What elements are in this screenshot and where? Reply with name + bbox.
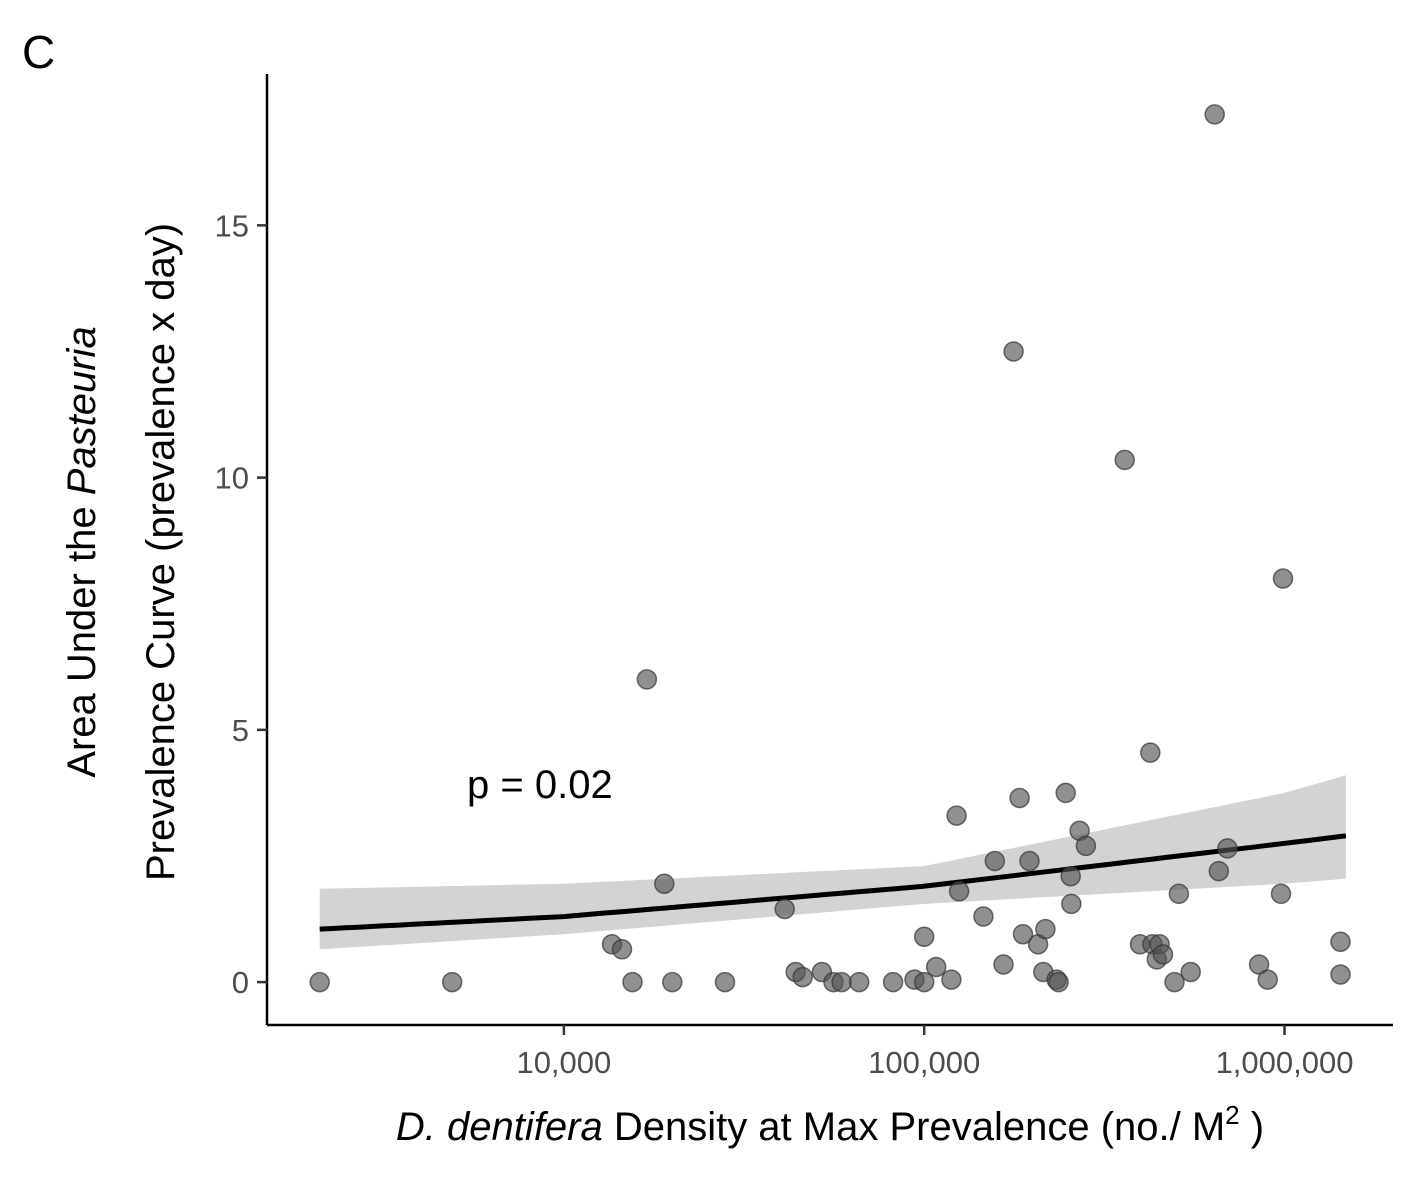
data-point: [925, 956, 947, 978]
y-tick-label: 10: [215, 461, 249, 496]
data-point: [913, 971, 935, 993]
data-point: [948, 881, 970, 902]
data-point: [946, 805, 967, 826]
y-axis-title-line2: Prevalence Curve (prevalence x day): [139, 223, 183, 881]
data-point: [636, 669, 658, 690]
data-point: [1270, 883, 1292, 905]
data-point: [1152, 944, 1174, 965]
confidence-ribbon-layer: [319, 775, 1346, 950]
y-axis-title-line1-main: Area Under the: [60, 495, 104, 777]
data-point: [662, 971, 683, 993]
data-point: [1035, 918, 1056, 940]
data-point: [1003, 341, 1024, 362]
data-point: [622, 971, 643, 993]
y-ticks: 0 5 10 15: [215, 208, 267, 1000]
y-axis-title-line1: Area Under the Pasteuria: [60, 326, 104, 777]
data-point: [984, 850, 1006, 872]
fit-line-layer: [319, 833, 1347, 932]
data-point: [1217, 838, 1238, 859]
x-axis-title-italic: D. dentifera: [396, 1105, 603, 1149]
data-point: [1208, 860, 1230, 882]
p-value-annotation: p = 0.02: [467, 763, 613, 807]
data-point: [1257, 969, 1278, 990]
x-ticks: 10,000 100,000 1,000,000: [516, 1025, 1353, 1080]
data-point: [1330, 964, 1351, 985]
y-axis-title-line1-italic: Pasteuria: [60, 326, 104, 495]
data-point: [941, 969, 962, 990]
y-tick-label: 15: [215, 208, 249, 243]
data-point: [1019, 850, 1040, 872]
panel-label: C: [22, 26, 55, 78]
x-axis-title-superscript: 2: [1225, 1100, 1239, 1130]
data-point: [882, 971, 904, 993]
data-point: [831, 971, 852, 993]
data-point: [848, 971, 870, 993]
points-layer: [309, 104, 1351, 993]
data-point: [1060, 865, 1081, 887]
fit-line: [319, 833, 1347, 932]
x-axis-title-main: Density at Max Prevalence (no./ M: [603, 1105, 1225, 1149]
data-point: [1140, 742, 1161, 763]
data-point: [441, 971, 463, 993]
data-point: [1075, 835, 1097, 857]
data-point: [1061, 893, 1082, 915]
data-point: [1180, 961, 1201, 983]
data-point: [1114, 449, 1135, 471]
x-tick-label: 1,000,000: [1216, 1045, 1354, 1080]
data-point: [1204, 104, 1225, 125]
data-point: [1048, 971, 1069, 993]
data-point: [654, 873, 675, 894]
data-point: [611, 939, 633, 960]
data-point: [1055, 782, 1076, 804]
data-point: [774, 898, 795, 920]
data-point: [1168, 883, 1190, 905]
x-tick-label: 100,000: [868, 1045, 980, 1080]
data-point: [1272, 568, 1294, 589]
data-point: [973, 906, 994, 927]
y-tick-label: 5: [232, 713, 249, 748]
data-point: [792, 966, 813, 988]
data-point: [714, 971, 736, 993]
x-tick-label: 10,000: [516, 1045, 611, 1080]
data-point: [1248, 954, 1270, 975]
data-point: [1012, 923, 1034, 945]
x-axis-title-close: ): [1240, 1105, 1264, 1149]
y-tick-label: 0: [232, 965, 249, 1000]
confidence-ribbon: [319, 775, 1346, 950]
data-point: [993, 954, 1014, 975]
data-point: [913, 926, 935, 947]
data-point: [309, 971, 330, 993]
data-point: [1164, 971, 1185, 993]
data-point: [1009, 787, 1030, 809]
x-axis-title: D. dentifera Density at Max Prevalence (…: [396, 1100, 1264, 1149]
data-point: [1330, 931, 1351, 953]
